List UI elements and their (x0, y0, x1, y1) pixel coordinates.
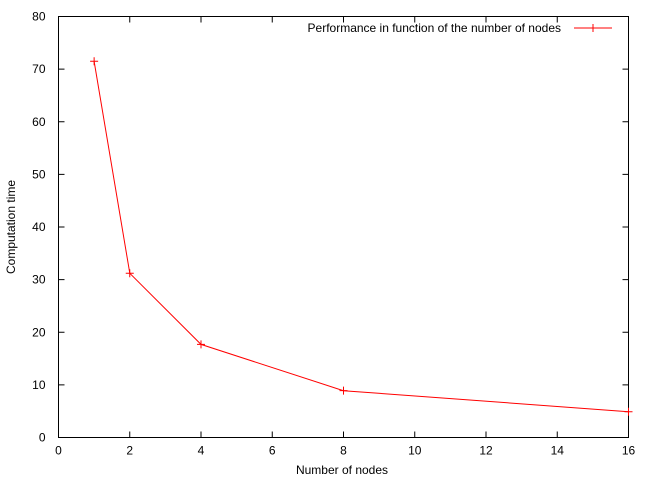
plot-frame (58, 16, 629, 438)
y-tick-label: 30 (32, 273, 46, 287)
x-tick-label: 4 (198, 444, 205, 458)
x-tick-label: 6 (269, 444, 276, 458)
y-tick-label: 70 (32, 62, 46, 76)
x-tick-label: 2 (126, 444, 133, 458)
y-tick-label: 50 (32, 167, 46, 181)
data-point-marker (339, 386, 348, 395)
y-tick-label: 10 (32, 378, 46, 392)
y-tick-label: 0 (39, 431, 46, 445)
x-tick-label: 12 (479, 444, 493, 458)
y-axis: 0 10 20 30 40 50 60 70 80 (32, 10, 629, 445)
y-tick-label: 60 (32, 115, 46, 129)
x-tick-label: 0 (55, 444, 62, 458)
x-axis: 0 2 4 6 8 10 12 14 16 (55, 16, 636, 458)
series-line (93, 61, 629, 413)
legend-label: Performance in function of the number of… (308, 21, 561, 35)
x-axis-label: Number of nodes (296, 463, 388, 477)
data-point-marker (125, 269, 134, 278)
y-tick-label: 80 (32, 10, 46, 24)
legend: Performance in function of the number of… (308, 21, 612, 35)
plot-border (58, 16, 629, 438)
data-point-marker (90, 57, 99, 66)
y-axis-label: Computation time (4, 180, 18, 274)
legend-marker (589, 24, 597, 32)
x-tick-label: 10 (408, 444, 422, 458)
x-tick-label: 14 (551, 444, 565, 458)
x-tick-label: 8 (340, 444, 347, 458)
y-tick-label: 40 (32, 220, 46, 234)
x-tick-label: 16 (622, 444, 636, 458)
data-point-marker (197, 340, 205, 349)
series-layer (90, 57, 633, 416)
y-tick-label: 20 (32, 325, 46, 339)
data-point-marker (624, 407, 633, 416)
